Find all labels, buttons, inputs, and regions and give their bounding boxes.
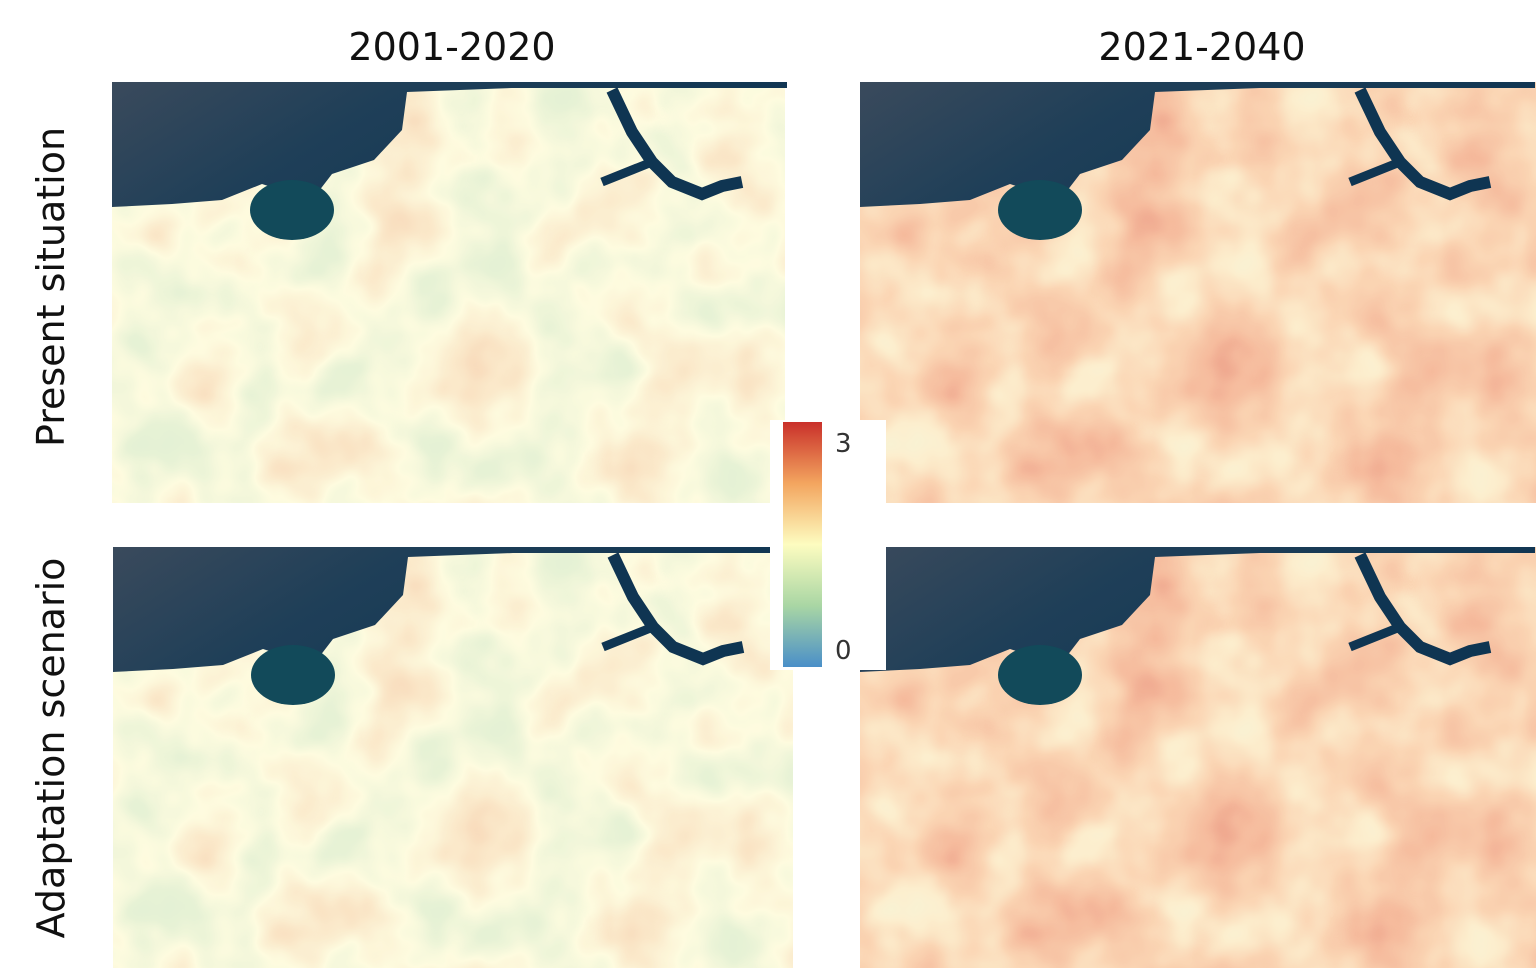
colorbar-ramp bbox=[783, 422, 822, 667]
colorbar: 03 bbox=[770, 420, 886, 670]
panel-top-right bbox=[860, 82, 1536, 503]
colorbar-tick-label: 0 bbox=[835, 636, 852, 666]
row-label: Adaptation scenario bbox=[29, 558, 73, 939]
panel-bottom-left bbox=[113, 547, 793, 968]
panel-bottom-right bbox=[860, 547, 1536, 968]
row-label: Present situation bbox=[29, 127, 73, 447]
column-title: 2001-2020 bbox=[348, 25, 555, 69]
colorbar-tick-label: 3 bbox=[835, 429, 852, 459]
panel-top-left bbox=[112, 82, 787, 503]
column-title: 2021-2040 bbox=[1098, 25, 1305, 69]
